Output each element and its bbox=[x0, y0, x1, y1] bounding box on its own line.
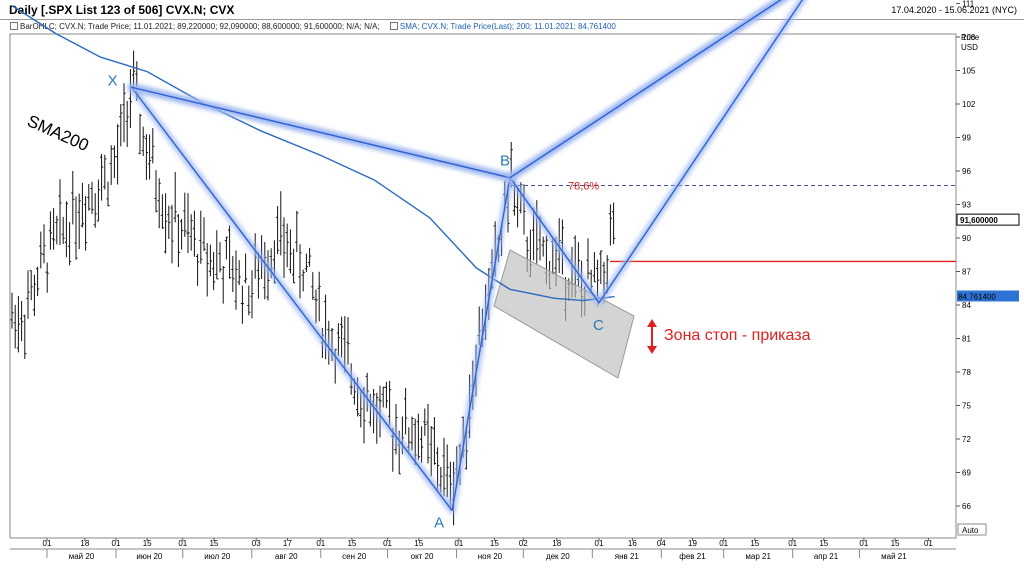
x-day-tick-label: 16 bbox=[628, 539, 637, 548]
x-day-tick-label: 01 bbox=[383, 539, 392, 548]
bd-leg bbox=[509, 0, 782, 179]
x-day-tick-label: 01 bbox=[595, 539, 604, 548]
y-tick-label: 108 bbox=[962, 33, 976, 42]
last-price-badge bbox=[956, 213, 1020, 226]
y-tick-label: 69 bbox=[962, 469, 971, 478]
date-range: 17.04.2020 - 15.06.2021 (NYC) bbox=[891, 5, 1017, 15]
legend: BarOHLC; CVX.N; Trade Price; 11.01.2021;… bbox=[10, 22, 624, 31]
x-month-label: май 21 bbox=[881, 552, 907, 561]
sma-value-badge bbox=[957, 290, 1019, 302]
x-day-tick-label: 15 bbox=[414, 539, 423, 548]
point-label-b: B bbox=[500, 153, 510, 170]
x-day-tick-label: 01 bbox=[316, 539, 325, 548]
sma200-line bbox=[11, 5, 615, 302]
x-day-tick-label: 15 bbox=[891, 539, 900, 548]
x-month-label: сен 20 bbox=[342, 552, 367, 561]
x-month-label: дек 20 bbox=[546, 552, 570, 561]
x-month-label: ноя 20 bbox=[478, 552, 503, 561]
point-label-a: A bbox=[434, 514, 444, 531]
x-day-tick-label: 02 bbox=[519, 539, 528, 548]
y-axis-unit: USD bbox=[961, 43, 978, 52]
x-month-label: фев 21 bbox=[679, 552, 706, 561]
legend-sma-text: SMA; CVX.N; Trade Price(Last); 200; 11.0… bbox=[399, 22, 616, 31]
bd-leg-glow bbox=[506, 0, 787, 182]
x-day-tick-label: 18 bbox=[80, 539, 89, 548]
y-tick-label: 99 bbox=[962, 134, 971, 143]
x-day-tick-label: 15 bbox=[490, 539, 499, 548]
x-day-tick-label: 01 bbox=[112, 539, 121, 548]
xab-leg bbox=[130, 86, 511, 512]
x-day-tick-label: 19 bbox=[688, 539, 697, 548]
ohlc-swatch-icon bbox=[10, 22, 18, 30]
y-axis-title: Price bbox=[961, 33, 980, 42]
bc-channel bbox=[493, 249, 635, 379]
x-day-tick-label: 04 bbox=[657, 539, 666, 548]
x-day-tick-label: 15 bbox=[143, 539, 152, 548]
x-day-tick-label: 01 bbox=[719, 539, 728, 548]
chart-window-title: Daily [.SPX List 123 of 506] CVX.N; CVX bbox=[9, 3, 235, 17]
y-tick-label: 102 bbox=[962, 100, 976, 109]
y-tick-label: 96 bbox=[962, 167, 971, 176]
point-label-x: X bbox=[108, 72, 118, 89]
auto-scale-button bbox=[957, 523, 987, 536]
y-tick-label: 111 bbox=[962, 0, 975, 9]
y-tick-label: 75 bbox=[962, 402, 971, 411]
y-tick-label: 90 bbox=[962, 234, 971, 243]
x-day-tick-label: 15 bbox=[347, 539, 356, 548]
fib-786-label: 78,6% bbox=[568, 181, 599, 193]
sma-value-label: 84,761400 bbox=[958, 292, 996, 301]
x-day-tick-label: 17 bbox=[283, 539, 292, 548]
sma-swatch-icon bbox=[389, 22, 398, 30]
x-day-tick-label: 15 bbox=[750, 539, 759, 548]
y-tick-label: 93 bbox=[962, 201, 971, 210]
point-label-c: C bbox=[593, 317, 604, 334]
y-tick-label: 72 bbox=[962, 435, 971, 444]
x-month-label: июл 20 bbox=[204, 552, 231, 561]
x-month-label: мар 21 bbox=[745, 552, 771, 561]
y-tick-label: 66 bbox=[962, 502, 971, 511]
x-day-tick-label: 01 bbox=[43, 539, 52, 548]
x-day-tick-label: 15 bbox=[209, 539, 218, 548]
x-month-label: окт 20 bbox=[411, 552, 434, 561]
x-day-tick-label: 03 bbox=[252, 539, 261, 548]
x-day-tick-label: 01 bbox=[924, 539, 933, 548]
stop-arrow-down-icon bbox=[647, 346, 657, 354]
stop-arrow-up-icon bbox=[647, 319, 657, 327]
y-tick-label: 81 bbox=[962, 335, 971, 344]
plot-border bbox=[9, 33, 957, 539]
x-day-tick-label: 18 bbox=[552, 539, 561, 548]
sma200-label: SMA200 bbox=[24, 111, 91, 155]
x-day-tick-label: 01 bbox=[454, 539, 463, 548]
legend-ohlc-text: BarOHLC; CVX.N; Trade Price; 11.01.2021;… bbox=[20, 22, 380, 31]
x-month-label: янв 21 bbox=[615, 552, 640, 561]
x-month-label: июн 20 bbox=[136, 552, 163, 561]
x-day-tick-label: 15 bbox=[819, 539, 828, 548]
y-tick-label: 105 bbox=[962, 67, 976, 76]
y-tick-label: 87 bbox=[962, 268, 971, 277]
x-month-label: май 20 bbox=[69, 552, 95, 561]
x-day-tick-label: 01 bbox=[788, 539, 797, 548]
x-month-label: авг 20 bbox=[275, 552, 298, 561]
x-month-label: апр 21 bbox=[814, 552, 839, 561]
y-tick-label: 84 bbox=[962, 301, 971, 310]
x-day-tick-label: 01 bbox=[178, 539, 187, 548]
auto-scale-label: Auto bbox=[962, 526, 979, 535]
legend-item-ohlc[interactable]: BarOHLC; CVX.N; Trade Price; 11.01.2021;… bbox=[10, 22, 380, 31]
y-tick-label: 78 bbox=[962, 368, 971, 377]
x-day-tick-label: 01 bbox=[859, 539, 868, 548]
xab-leg-glow bbox=[128, 83, 514, 514]
legend-item-sma[interactable]: SMA; CVX.N; Trade Price(Last); 200; 11.0… bbox=[389, 22, 616, 31]
stop-zone-label: Зона стоп - приказа bbox=[664, 327, 811, 344]
last-price-label: 91,600000 bbox=[960, 216, 998, 225]
